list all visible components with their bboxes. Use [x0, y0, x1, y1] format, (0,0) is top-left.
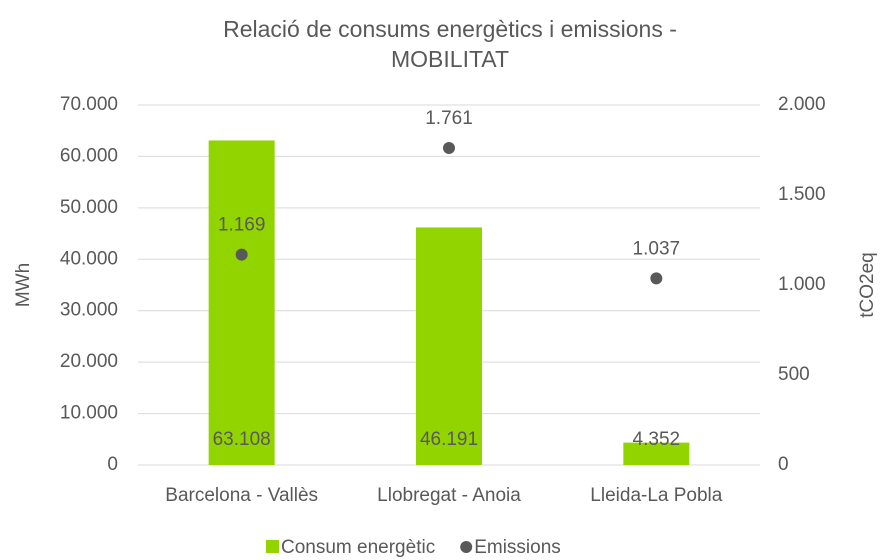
- bar: [416, 227, 482, 465]
- bar: [208, 140, 275, 465]
- y-tick-label: 10.000: [60, 403, 118, 424]
- legend-swatch: [460, 541, 473, 553]
- y-tick-label: 50.000: [60, 197, 118, 218]
- y2-tick-label: 500: [778, 364, 810, 385]
- x-tick-label: Lleida-La Pobla: [590, 485, 722, 506]
- point-value-label: 1.761: [425, 108, 473, 129]
- x-tick-label: Barcelona - Vallès: [165, 485, 318, 506]
- point: [443, 142, 455, 155]
- y-tick-label: 30.000: [60, 300, 118, 321]
- bar-value-label: 63.108: [213, 429, 271, 450]
- y2-tick-label: 0: [778, 454, 789, 475]
- legend-swatch: [266, 540, 279, 553]
- point-value-label: 1.037: [633, 238, 681, 259]
- point: [235, 248, 248, 261]
- y2-tick-label: 1.500: [778, 184, 826, 205]
- point-value-label: 1.169: [218, 215, 266, 236]
- bar: [623, 442, 690, 465]
- x-tick-label: Llobregat - Anoia: [377, 485, 521, 506]
- y-tick-label: 60.000: [60, 145, 118, 166]
- y2-axis-label: tCO2eq: [857, 252, 878, 317]
- bar-value-label: 46.191: [420, 429, 478, 450]
- bar-value-label: 4.352: [633, 429, 681, 450]
- y2-tick-label: 1.000: [778, 274, 826, 295]
- legend-label: Consum energètic: [281, 537, 435, 558]
- chart-title: Relació de consums energètics i emission…: [223, 16, 677, 42]
- y2-tick-label: 2.000: [778, 94, 826, 115]
- legend-label: Emissions: [474, 537, 561, 558]
- y-tick-label: 70.000: [60, 94, 118, 115]
- y-tick-label: 0: [107, 454, 118, 475]
- y-tick-label: 40.000: [60, 248, 118, 269]
- y-tick-label: 20.000: [60, 351, 118, 372]
- chart-title: MOBILITAT: [391, 46, 509, 72]
- point: [650, 272, 663, 285]
- y-axis-label: MWh: [13, 263, 34, 307]
